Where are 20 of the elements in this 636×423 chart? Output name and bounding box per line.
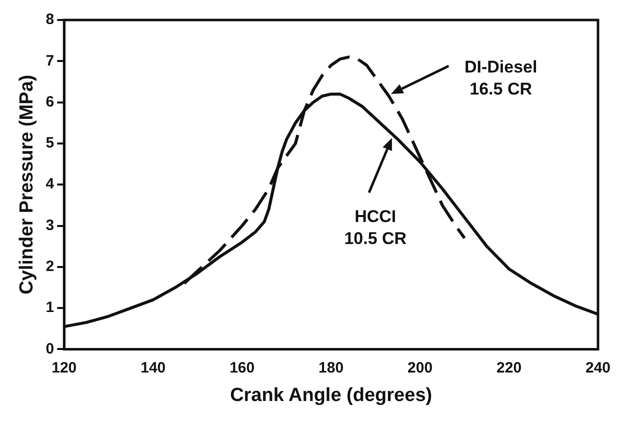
y-tick-label: 0	[46, 340, 54, 358]
y-axis-title: Cylinder Pressure (MPa)	[16, 74, 38, 294]
y-tick-label: 5	[46, 134, 54, 152]
y-tick-label: 7	[46, 52, 54, 70]
x-tick-label: 160	[230, 359, 255, 376]
y-tick-label: 4	[46, 176, 55, 193]
y-tick-label: 2	[46, 258, 54, 276]
x-tick-label: 220	[496, 359, 522, 376]
y-tick-label: 8	[46, 11, 54, 28]
x-tick-label: 200	[408, 359, 433, 376]
x-tick-label: 180	[318, 359, 344, 376]
x-tick-label: 140	[140, 359, 166, 376]
annotation: HCCI 10.5 CR	[344, 207, 407, 248]
y-tick-label: 3	[46, 216, 54, 234]
x-tick-label: 120	[52, 359, 77, 376]
y-tick-label: 1	[46, 299, 54, 316]
y-tick-label: 6	[46, 93, 54, 110]
annotation: DI-Diesel 16.5 CR	[464, 57, 538, 98]
x-axis-title: Crank Angle (degrees)	[230, 384, 432, 406]
x-tick-label: 240	[585, 359, 611, 376]
